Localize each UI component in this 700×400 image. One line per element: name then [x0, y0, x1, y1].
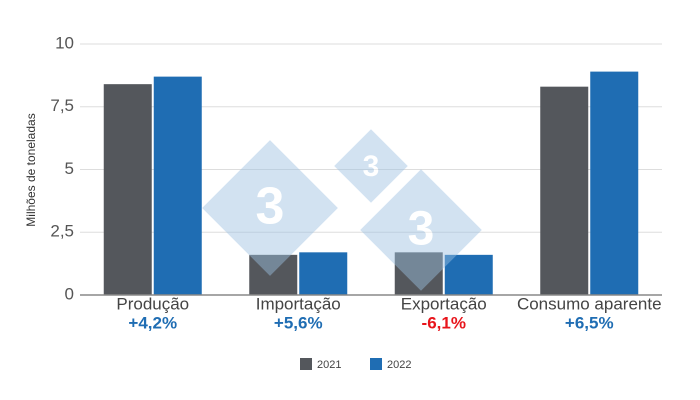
- legend-swatch: [300, 358, 312, 370]
- watermark-text: 3: [363, 150, 380, 183]
- legend-label: 2021: [317, 359, 341, 371]
- y-tick-label: 10: [55, 33, 74, 52]
- y-tick-label: 0: [65, 284, 74, 303]
- bar: [103, 84, 152, 295]
- bar: [590, 71, 639, 295]
- watermark-text: 3: [408, 203, 435, 256]
- y-tick-label: 5: [65, 159, 74, 178]
- bar: [394, 252, 443, 295]
- change-label: +6,5%: [565, 313, 614, 332]
- bar: [249, 254, 298, 295]
- change-label: -6,1%: [422, 313, 466, 332]
- y-axis-label: Milhões de toneladas: [24, 113, 38, 226]
- bar: [540, 86, 589, 295]
- legend-label: 2022: [387, 359, 411, 371]
- y-tick-label: 7,5: [50, 96, 74, 115]
- change-label: +5,6%: [274, 313, 323, 332]
- x-tick-label: Consumo aparente: [517, 294, 662, 313]
- bar: [299, 252, 348, 295]
- x-tick-label: Produção: [116, 294, 189, 313]
- x-tick-label: Importação: [256, 294, 341, 313]
- x-tick-label: Exportação: [401, 294, 487, 313]
- bar: [444, 254, 493, 295]
- change-label: +4,2%: [128, 313, 177, 332]
- watermark-diamond: [334, 129, 408, 203]
- legend-swatch: [370, 358, 382, 370]
- y-tick-label: 2,5: [50, 222, 74, 241]
- watermark-diamond: [360, 169, 482, 291]
- bar: [153, 76, 202, 295]
- watermark-text: 3: [256, 178, 285, 236]
